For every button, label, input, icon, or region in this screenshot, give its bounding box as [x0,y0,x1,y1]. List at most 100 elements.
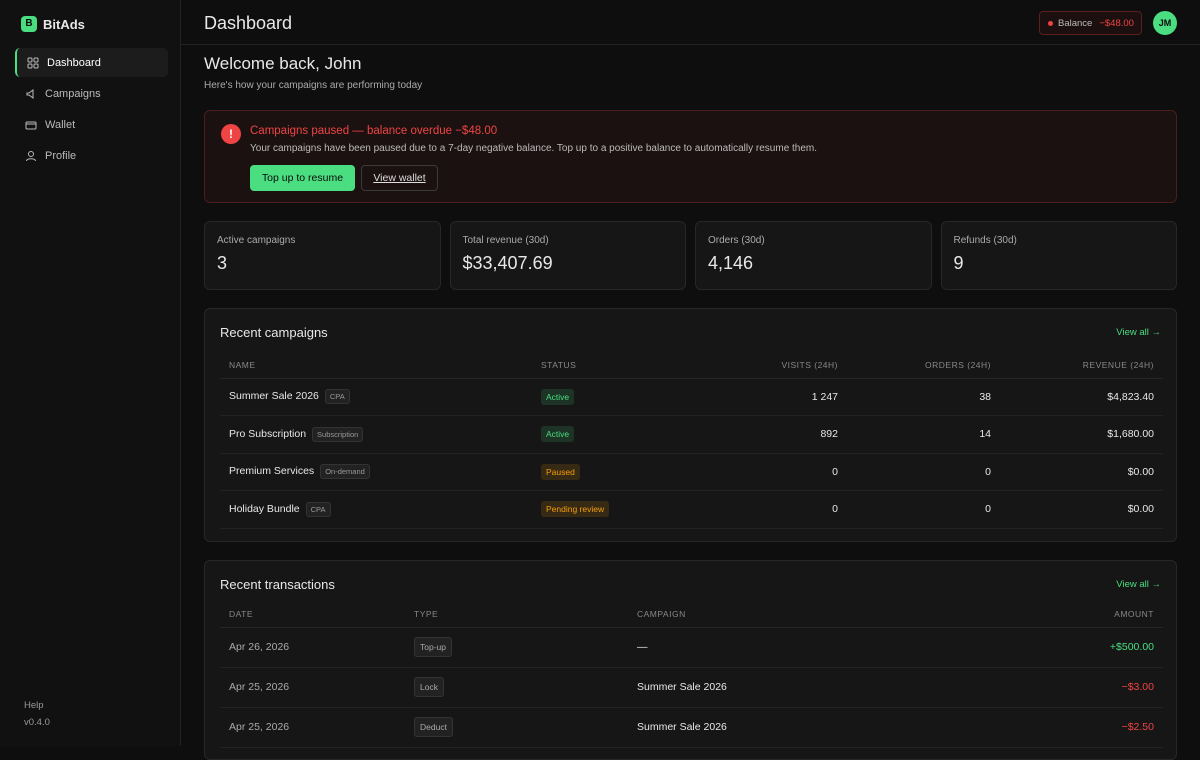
avatar[interactable]: JM [1153,11,1177,35]
campaign-tag: On-demand [320,464,370,480]
campaign: Summer Sale 2026 [628,667,928,708]
column-header: NAME [220,352,532,379]
transaction-row: Apr 25, 2026 Lock Summer Sale 2026 −$3.00 [220,667,1163,708]
status-cell: Active [532,378,692,416]
balance-label: Balance [1058,17,1093,29]
visits: 1 247 [692,378,847,416]
nav-item[interactable]: Dashboard [15,48,168,77]
stat-label: Refunds (30d) [953,235,1017,246]
name-cell: Pro Subscription Subscription [220,415,532,454]
orders: 0 [847,490,1000,529]
card-title: Recent campaigns [220,325,328,340]
stat-value: 4,146 [708,253,754,273]
revenue: $1,680.00 [1000,415,1163,454]
alert-title: Campaigns paused — balance overdue −$48.… [250,125,498,137]
view-all-link[interactable]: View all → [1116,327,1161,338]
nav: Dashboard Campaigns Wallet Profile [15,48,168,172]
stat-value: 3 [217,253,228,273]
status-badge: Pending review [541,501,610,518]
status-badge: Paused [541,463,580,480]
version: v0.4.0 [24,717,50,728]
column-header: ORDERS (24H) [847,352,1000,379]
campaign-tag: CPA [305,501,331,517]
transaction-row: Apr 26, 2026 Top-up — +$500.00 [220,627,1163,668]
header-row: NAME STATUS VISITS (24H) ORDERS (24H) REVENU… [220,352,1163,379]
date: Apr 25, 2026 [220,707,405,748]
revenue: $0.00 [1000,453,1163,491]
type-cell: Deduct [405,707,628,748]
campaign-name: Holiday Bundle [229,502,300,515]
revenue: $4,823.40 [1000,378,1163,416]
campaign-row[interactable]: Pro Subscription Subscription Active 892 14 $… [220,415,1163,454]
column-header: TYPE [405,601,628,628]
nav-item[interactable]: Wallet [15,110,168,139]
campaign-name: Pro Subscription [229,427,307,440]
date: Apr 26, 2026 [220,627,405,668]
campaigns-table: NAME STATUS VISITS (24H) ORDERS (24H) REVENU… [220,352,1163,529]
column-header: CAMPAIGN [628,601,928,628]
column-header: STATUS [532,352,692,379]
status-badge: Active [541,388,575,405]
nav-item[interactable]: Campaigns [15,79,168,108]
nav-label: Dashboard [47,56,101,69]
stat-card: Active campaigns 3 [204,221,441,290]
alert: ! Campaigns paused — balance overdue −$4… [204,110,1177,203]
orders: 14 [847,415,1000,454]
stat-value: $33,407.69 [462,253,553,273]
name-cell: Summer Sale 2026 CPA [220,378,532,416]
type-cell: Lock [405,667,628,708]
welcome-title: Welcome back, John [204,54,362,73]
column-header: AMOUNT [928,601,1163,628]
balance[interactable]: Balance −$48.00 [1039,11,1142,35]
nav-item[interactable]: Profile [15,141,168,170]
balance-value: −$48.00 [1099,17,1134,29]
welcome-subtitle: Here's how your campaigns are performing… [204,80,423,91]
campaign: — [628,627,928,668]
campaign-row[interactable]: Premium Services On-demand Paused 0 0 $0.00 [220,453,1163,491]
help-link[interactable]: Help [24,700,44,711]
type-cell: Top-up [405,627,628,668]
visits: 892 [692,415,847,454]
view-all-link[interactable]: View all → [1116,579,1161,590]
nav-label: Wallet [45,118,76,131]
amount: +$500.00 [928,627,1163,668]
campaign-tag: Subscription [312,426,364,442]
stat-card: Refunds (30d) 9 [940,221,1177,290]
stat-value: 9 [953,253,964,273]
campaigns-card: Recent campaigns View all → NAME STATUS VI… [204,308,1177,542]
status-cell: Pending review [532,490,692,529]
transactions-table: DATE TYPE CAMPAIGN AMOUNT Apr 26, 2026 Top-up… [220,601,1163,748]
column-header: REVENUE (24H) [1000,352,1163,379]
visits: 0 [692,453,847,491]
type-badge: Deduct [414,717,453,737]
revenue: $0.00 [1000,490,1163,529]
view-wallet-button[interactable]: View wallet [361,165,438,191]
campaign-name: Premium Services [229,465,315,478]
column-header: DATE [220,601,405,628]
campaign-row[interactable]: Summer Sale 2026 CPA Active 1 247 38 $4,823.4… [220,378,1163,416]
transaction-row: Apr 25, 2026 Deduct Summer Sale 2026 −$2.50 [220,707,1163,748]
sidebar: B BitAds Dashboard Campaigns Wallet Profile… [0,0,181,746]
main: Dashboard Balance −$48.00 JM Welcome back… [181,0,1200,760]
campaign-tag: CPA [324,389,350,405]
logo: B [21,16,37,32]
amount: −$2.50 [928,707,1163,748]
status-badge: Active [541,426,575,443]
name-cell: Holiday Bundle CPA [220,490,532,529]
header: Dashboard Balance −$48.00 JM [181,0,1200,45]
orders: 0 [847,453,1000,491]
nav-label: Profile [45,149,77,162]
stat-card: Orders (30d) 4,146 [695,221,932,290]
stat-card: Total revenue (30d) $33,407.69 [449,221,686,290]
stats: Active campaigns 3 Total revenue (30d) $33,… [204,221,1177,290]
campaign-row[interactable]: Holiday Bundle CPA Pending review 0 0 $0.00 [220,490,1163,529]
status-cell: Paused [532,453,692,491]
transactions-card: Recent transactions View all → DATE TYPE C… [204,560,1177,760]
alert-icon: ! [221,124,241,144]
stat-label: Total revenue (30d) [462,235,549,246]
top-up-button[interactable]: Top up to resume [250,165,355,191]
name-cell: Premium Services On-demand [220,453,532,491]
stat-label: Orders (30d) [708,235,765,246]
date: Apr 25, 2026 [220,667,405,708]
